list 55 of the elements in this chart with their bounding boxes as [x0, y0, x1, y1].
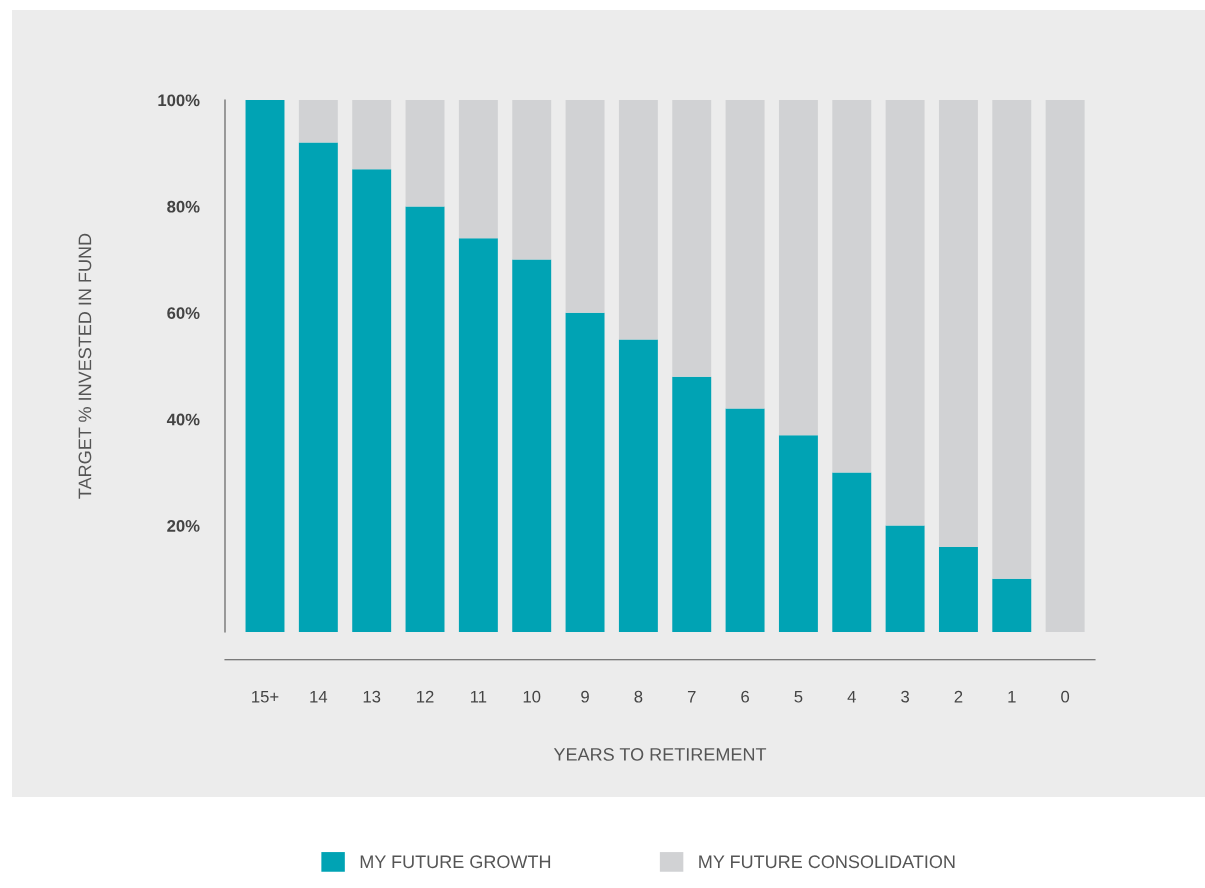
bar — [458, 238, 498, 632]
bar — [618, 100, 658, 340]
bar — [938, 100, 978, 547]
bar — [992, 100, 1032, 579]
bar — [672, 376, 712, 632]
bar — [512, 100, 552, 260]
x-tick-label: 0 — [1061, 690, 1070, 703]
x-tick-label: 1 — [1008, 690, 1016, 703]
x-tick-label: 5 — [794, 690, 803, 703]
x-tick-label: 11 — [470, 690, 487, 703]
bar — [778, 100, 818, 436]
legend-label: MY FUTURE CONSOLIDATION — [699, 855, 955, 869]
y-axis-title: TARGET % INVESTED IN FUND — [78, 233, 92, 499]
x-tick-label: 12 — [417, 690, 434, 703]
x-tick-label: 2 — [954, 690, 963, 703]
x-axis-title: YEARS TO RETIREMENT — [553, 748, 767, 761]
bar — [405, 206, 445, 632]
bar — [565, 100, 605, 313]
x-tick-label: 6 — [741, 690, 749, 703]
x-tick-label: 4 — [847, 690, 856, 703]
bar — [1045, 100, 1085, 632]
bar — [832, 100, 872, 473]
bar — [352, 100, 392, 170]
x-tick-label: 8 — [634, 690, 643, 703]
bar — [832, 472, 872, 632]
y-tick-label: 80% — [167, 200, 200, 213]
bar — [512, 259, 552, 632]
bar — [618, 339, 658, 632]
bar — [672, 100, 712, 377]
bar — [298, 142, 338, 632]
bar — [565, 312, 605, 632]
x-tick-label: 9 — [581, 690, 589, 703]
y-tick-label: 60% — [167, 307, 200, 319]
y-tick-label: 40% — [166, 413, 200, 426]
y-tick-label: 100% — [158, 94, 200, 107]
bar — [298, 100, 338, 143]
bar — [992, 578, 1032, 632]
legend-label: MY FUTURE GROWTH — [360, 855, 551, 869]
y-tick-label: 20% — [167, 520, 200, 532]
bar — [245, 100, 285, 632]
bar — [885, 525, 925, 632]
x-tick-label: 3 — [901, 690, 910, 703]
x-tick-label: 13 — [363, 690, 381, 703]
x-tick-label: 10 — [523, 690, 541, 703]
x-tick-label: 15+ — [252, 690, 279, 703]
x-tick-label: 14 — [310, 690, 328, 703]
bar — [352, 169, 392, 632]
bar — [405, 100, 445, 207]
bar — [725, 100, 765, 409]
bar — [938, 546, 978, 632]
bar — [458, 100, 498, 239]
bar — [725, 408, 765, 632]
bar — [885, 100, 925, 526]
x-tick-label: 7 — [687, 690, 696, 703]
bar — [778, 435, 818, 632]
